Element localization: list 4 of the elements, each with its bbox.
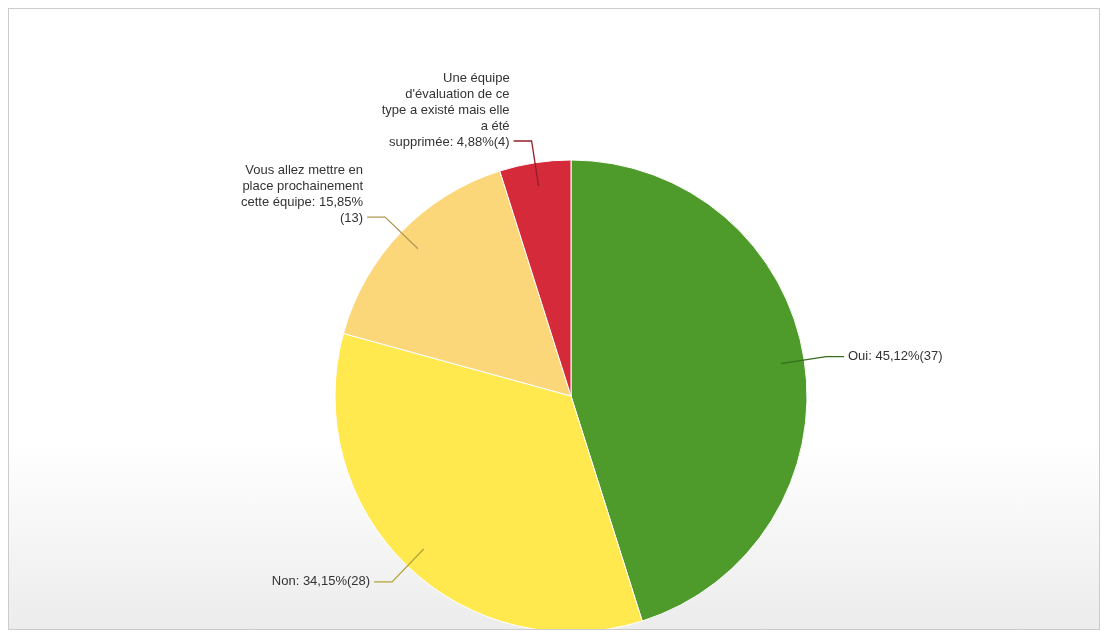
slice-label: Oui: 45,12%(37) (847, 348, 943, 364)
slice-label: Vous allez mettre en place prochainement cette équipe: 15,85%(13) (239, 162, 364, 227)
slice-label: Non: 34,15%(28) (271, 573, 371, 589)
slice-label: Une équipe d'évaluation de ce type a existé mais elle a été supprimée: 4,88%(4) (380, 70, 510, 151)
